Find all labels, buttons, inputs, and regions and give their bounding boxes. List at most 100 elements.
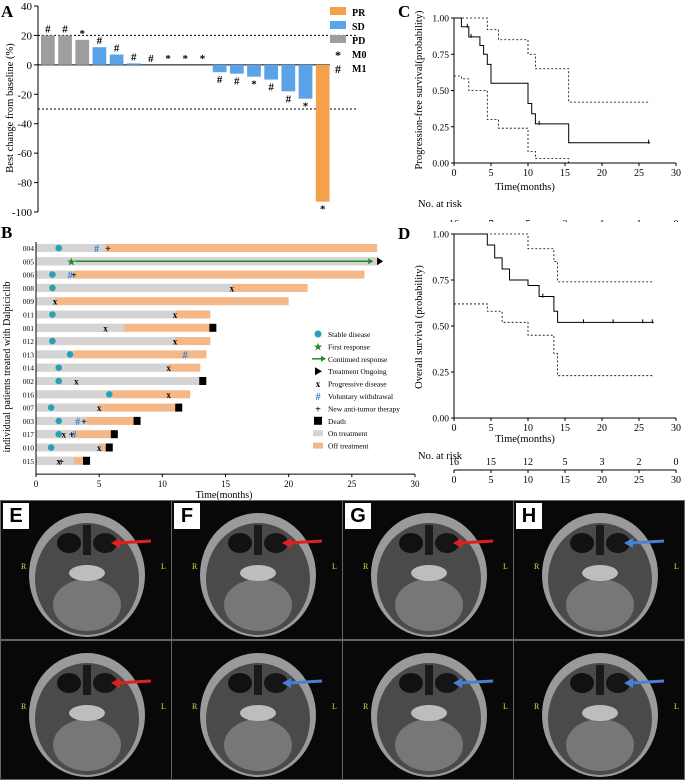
panel-b: B individual patients treated with Dalpi… bbox=[0, 222, 430, 501]
y-tick-label: 0.50 bbox=[432, 87, 449, 97]
sinus-right bbox=[264, 673, 288, 693]
sinus-left bbox=[228, 533, 252, 553]
patient-label: 016 bbox=[23, 390, 35, 399]
on-treatment-bar bbox=[36, 350, 74, 359]
nasal-cavity bbox=[596, 525, 604, 555]
on-treatment-bar bbox=[36, 456, 74, 465]
ct-orientation-marker: R bbox=[534, 702, 540, 711]
sinus-left bbox=[570, 533, 594, 553]
legend-label: Treatment Ongoing bbox=[328, 367, 387, 376]
bar-marker: * bbox=[303, 101, 309, 113]
panel-label-b: B bbox=[1, 223, 12, 242]
voluntary-withdrawal-marker: # bbox=[68, 271, 73, 282]
x-tick-label: 25 bbox=[347, 479, 357, 489]
bar-sd bbox=[229, 64, 244, 74]
bar-marker: # bbox=[217, 74, 223, 86]
new-therapy-marker: + bbox=[71, 271, 77, 282]
bar-marker: * bbox=[320, 204, 326, 216]
ct-arrow-head bbox=[111, 678, 120, 688]
ct-orientation-marker: L bbox=[161, 702, 166, 711]
bar-marker: # bbox=[234, 76, 240, 88]
legend-label: Progressive disease bbox=[328, 380, 387, 389]
y-tick-label: 20 bbox=[21, 30, 33, 42]
legend-symbol: x bbox=[316, 379, 321, 389]
panel-d: D Overall survival (probability) Time(mo… bbox=[380, 222, 685, 500]
km-ci-line bbox=[454, 233, 654, 283]
progressive-disease-marker: x bbox=[230, 283, 235, 293]
x-tick-label: 25 bbox=[634, 423, 644, 434]
new-therapy-marker: + bbox=[58, 457, 64, 468]
x-tick-label: 10 bbox=[523, 168, 533, 179]
x-tick-label: 5 bbox=[97, 479, 102, 489]
bar-marker: * bbox=[183, 53, 189, 65]
y-tick-label: 1.00 bbox=[432, 15, 449, 25]
x-axis-label: Time(months) bbox=[495, 182, 555, 193]
brain bbox=[224, 719, 292, 771]
legend-label: PR bbox=[352, 8, 366, 19]
patient-label: 017 bbox=[23, 430, 35, 439]
bar-marker: * bbox=[165, 53, 171, 65]
ct-arrow bbox=[458, 539, 494, 545]
patient-label: 001 bbox=[23, 324, 35, 333]
ct-orientation-marker: R bbox=[192, 702, 198, 711]
nasal-cavity bbox=[425, 665, 433, 695]
ct-arrow-head bbox=[453, 678, 462, 688]
pfs-km-chart: C Progression-free survival(probability)… bbox=[398, 2, 681, 249]
ct-arrow-head bbox=[111, 538, 120, 548]
y-axis-label: individual patients treated with Dalpici… bbox=[2, 281, 13, 452]
risk-title: No. at risk bbox=[418, 451, 463, 462]
progressive-disease-marker: x bbox=[62, 430, 67, 440]
brain bbox=[53, 579, 121, 631]
sinus-left bbox=[228, 673, 252, 693]
skull-base bbox=[411, 705, 447, 721]
bar-marker: # bbox=[286, 93, 292, 105]
death-marker bbox=[105, 443, 113, 452]
ct-orientation-marker: R bbox=[192, 562, 198, 571]
y-tick-label: -100 bbox=[12, 207, 33, 219]
y-axis-label: Overall survival (probability) bbox=[414, 265, 425, 389]
x-tick-label: 30 bbox=[671, 168, 681, 179]
brain bbox=[566, 579, 634, 631]
ct-orientation-marker: R bbox=[21, 562, 27, 571]
x-tick-label: 10 bbox=[158, 479, 168, 489]
x-tick-label: 20 bbox=[284, 479, 294, 489]
voluntary-withdrawal-marker: # bbox=[71, 430, 76, 441]
bar-pd bbox=[41, 35, 55, 65]
ct-arrow bbox=[287, 539, 323, 545]
risk-count: 5 bbox=[563, 457, 568, 468]
voluntary-withdrawal-marker: # bbox=[94, 244, 99, 255]
legend-swatch bbox=[330, 21, 346, 29]
legend-symbol bbox=[314, 330, 322, 338]
ct-orientation-marker: R bbox=[363, 702, 369, 711]
bar-marker: # bbox=[131, 51, 137, 63]
death-marker bbox=[199, 377, 207, 385]
brain bbox=[566, 719, 634, 771]
ct-orientation-marker: L bbox=[332, 562, 337, 571]
bar-sd bbox=[264, 64, 279, 80]
legend-label: On treatment bbox=[328, 429, 368, 438]
bar-sd bbox=[126, 63, 141, 65]
legend-symbol: # bbox=[335, 62, 341, 76]
ct-arrow-head bbox=[453, 538, 462, 548]
km-estimate-line bbox=[454, 233, 654, 323]
panel-label-c: C bbox=[398, 2, 410, 21]
stable-disease-marker bbox=[55, 244, 63, 252]
progressive-disease-marker: x bbox=[53, 297, 58, 307]
risk-title: No. at risk bbox=[418, 199, 463, 210]
x-tick-label: 30 bbox=[411, 479, 421, 489]
brain bbox=[395, 579, 463, 631]
bar-marker: * bbox=[251, 79, 257, 91]
bar-marker: # bbox=[45, 23, 51, 35]
on-treatment-bar bbox=[36, 310, 175, 319]
skull-base bbox=[240, 565, 276, 581]
sinus-right bbox=[93, 673, 117, 693]
x-tick-label: 20 bbox=[597, 423, 607, 434]
x-tick-label: 10 bbox=[523, 423, 533, 434]
legend-label: Voluntary withdrawal bbox=[328, 392, 393, 401]
death-marker bbox=[175, 403, 183, 412]
voluntary-withdrawal-marker: # bbox=[75, 417, 80, 428]
